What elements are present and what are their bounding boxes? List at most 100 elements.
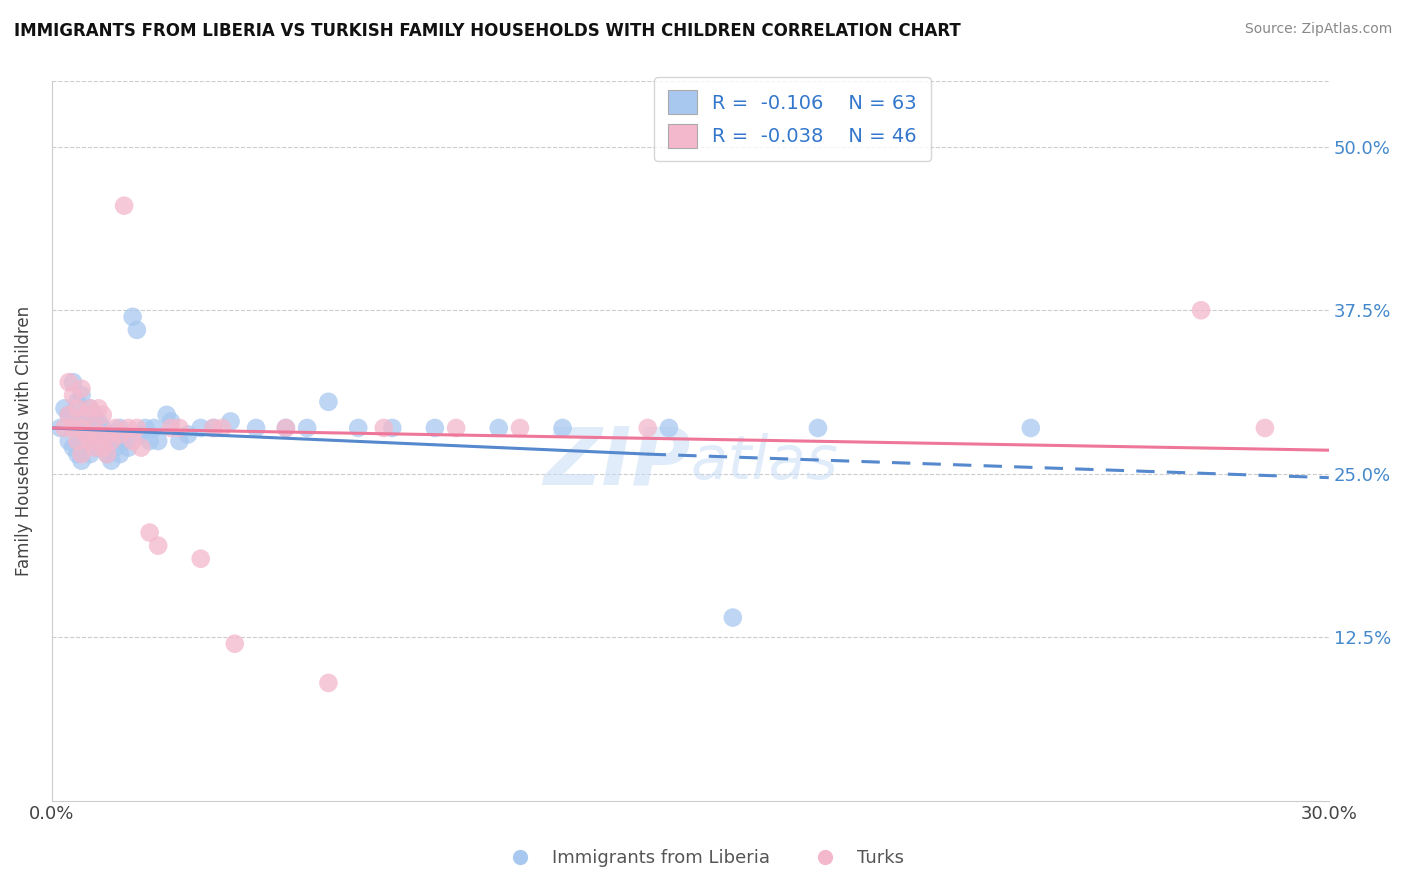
Point	[169, 434, 191, 448]
Point	[66, 401, 89, 416]
Point	[129, 427, 152, 442]
Point	[75, 434, 97, 448]
Point	[1189, 303, 1212, 318]
Point	[509, 421, 531, 435]
Text: ZIP: ZIP	[543, 424, 690, 501]
Point	[444, 421, 467, 435]
Text: atlas: atlas	[690, 434, 838, 492]
Point	[87, 441, 110, 455]
Point	[373, 421, 395, 435]
Point	[146, 434, 169, 448]
Point	[79, 427, 101, 442]
Point	[190, 551, 212, 566]
Point	[66, 394, 89, 409]
Point	[160, 414, 183, 428]
Point	[62, 441, 84, 455]
Point	[70, 388, 93, 402]
Point	[202, 421, 225, 435]
Point	[58, 434, 80, 448]
Point	[62, 421, 84, 435]
Point	[87, 414, 110, 428]
Point	[156, 408, 179, 422]
Point	[87, 401, 110, 416]
Point	[75, 408, 97, 422]
Point	[70, 427, 93, 442]
Point	[79, 447, 101, 461]
Point	[100, 434, 122, 448]
Point	[658, 421, 681, 435]
Point	[100, 453, 122, 467]
Point	[274, 421, 297, 435]
Point	[70, 447, 93, 461]
Point	[142, 421, 165, 435]
Point	[637, 421, 659, 435]
Point	[70, 441, 93, 455]
Point	[125, 323, 148, 337]
Point	[104, 441, 127, 455]
Point	[70, 453, 93, 467]
Legend: R =  -0.106    N = 63, R =  -0.038    N = 46: R = -0.106 N = 63, R = -0.038 N = 46	[654, 77, 931, 161]
Point	[75, 427, 97, 442]
Point	[318, 394, 340, 409]
Point	[177, 427, 200, 442]
Point	[100, 434, 122, 448]
Point	[62, 388, 84, 402]
Point	[219, 414, 242, 428]
Point	[138, 434, 160, 448]
Point	[138, 525, 160, 540]
Point	[70, 421, 93, 435]
Point	[62, 421, 84, 435]
Point	[807, 421, 830, 435]
Point	[83, 421, 105, 435]
Point	[202, 421, 225, 435]
Legend: Immigrants from Liberia, Turks: Immigrants from Liberia, Turks	[495, 842, 911, 874]
Point	[108, 447, 131, 461]
Point	[347, 421, 370, 435]
Point	[58, 375, 80, 389]
Point	[66, 447, 89, 461]
Point	[58, 408, 80, 422]
Point	[295, 421, 318, 435]
Point	[245, 421, 267, 435]
Point	[91, 421, 114, 435]
Point	[551, 421, 574, 435]
Point	[58, 408, 80, 422]
Point	[96, 447, 118, 461]
Point	[146, 539, 169, 553]
Point	[160, 421, 183, 435]
Point	[49, 421, 72, 435]
Point	[108, 427, 131, 442]
Point	[125, 421, 148, 435]
Point	[112, 199, 135, 213]
Point	[83, 421, 105, 435]
Point	[75, 421, 97, 435]
Point	[91, 441, 114, 455]
Point	[62, 375, 84, 389]
Point	[79, 401, 101, 416]
Point	[274, 421, 297, 435]
Point	[190, 421, 212, 435]
Point	[70, 382, 93, 396]
Point	[96, 427, 118, 442]
Point	[117, 441, 139, 455]
Point	[224, 637, 246, 651]
Point	[134, 421, 156, 435]
Point	[66, 414, 89, 428]
Point	[79, 434, 101, 448]
Point	[53, 401, 76, 416]
Point	[112, 434, 135, 448]
Point	[108, 421, 131, 435]
Point	[211, 421, 233, 435]
Point	[53, 421, 76, 435]
Point	[1019, 421, 1042, 435]
Point	[1254, 421, 1277, 435]
Point	[721, 610, 744, 624]
Point	[169, 421, 191, 435]
Point	[104, 421, 127, 435]
Point	[381, 421, 404, 435]
Point	[488, 421, 510, 435]
Point	[91, 434, 114, 448]
Point	[96, 447, 118, 461]
Point	[96, 427, 118, 442]
Point	[87, 427, 110, 442]
